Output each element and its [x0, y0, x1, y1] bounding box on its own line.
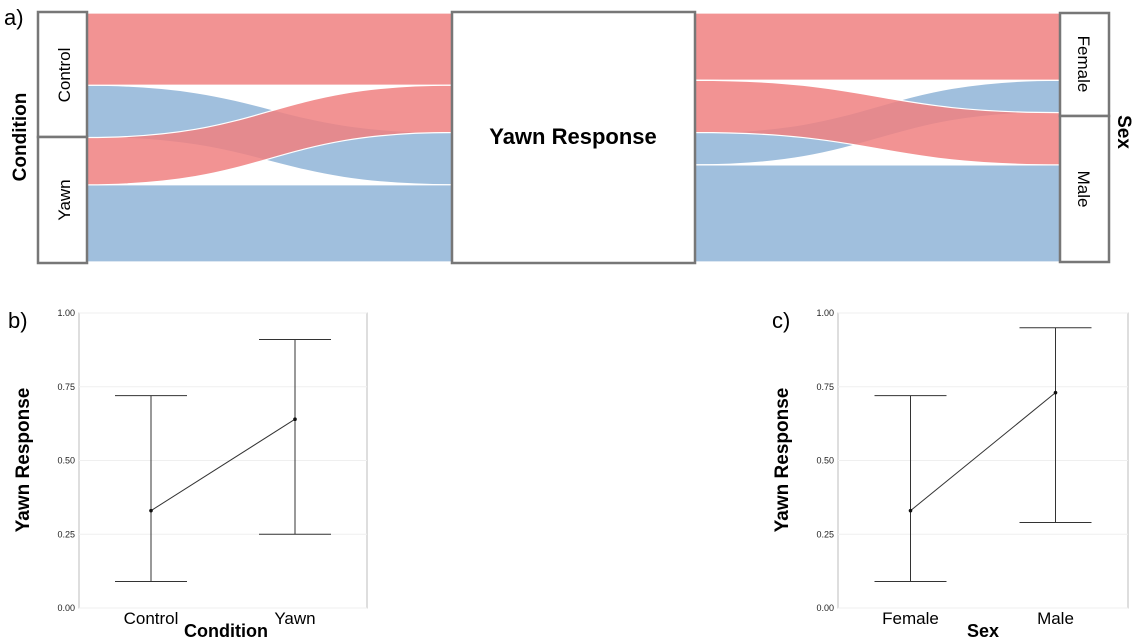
panel-b-point — [293, 417, 297, 422]
stratum-yawn-box — [36, 135, 89, 265]
panel-c-plot: 0.00 0.25 0.50 0.75 1.00 Female Male — [816, 308, 1129, 628]
flow-male-yes — [694, 164, 1061, 263]
panel-c-xtick-label: Female — [882, 609, 939, 628]
panel-b-ytick-label: 1.00 — [57, 308, 75, 318]
panel-b-ylabel: Yawn Response — [13, 388, 34, 533]
alluvial-flows — [86, 12, 1061, 263]
panel-b-xtick-label: Control — [124, 609, 179, 628]
panel-c-mean-line — [910, 392, 1056, 512]
panel-b-ytick-label: 0.75 — [57, 382, 75, 392]
panel-c-point — [908, 508, 913, 513]
center-axis-title: Yawn Response — [489, 124, 657, 149]
stratum-male-label: Male — [1074, 171, 1093, 208]
stratum-female-label: Female — [1074, 36, 1093, 93]
panel-b-point — [149, 508, 153, 513]
panel-a-label: a) — [4, 5, 24, 30]
stratum-female-box — [1058, 11, 1111, 118]
panel-c-ytick-label: 0.25 — [816, 529, 834, 539]
panel-c-label: c) — [772, 308, 790, 333]
panel-b-xtick-label: Yawn — [274, 609, 315, 628]
flow-female-no — [694, 12, 1061, 81]
panel-c-ytick-label: 0.50 — [816, 456, 834, 466]
panel-b-ytick-label: 0.00 — [57, 603, 75, 613]
flow-control-no — [86, 12, 453, 86]
panel-b-xlabel: Condition — [184, 621, 268, 640]
left-axis-title: Condition — [10, 93, 31, 182]
panel-c-point — [1053, 390, 1058, 395]
panel-c-ytick-label: 1.00 — [816, 308, 834, 318]
panel-c-ytick-label: 0.00 — [816, 603, 834, 613]
panel-c-ylabel: Yawn Response — [772, 388, 793, 533]
stratum-yawn-label: Yawn — [55, 179, 74, 220]
panel-b-ytick-label: 0.25 — [57, 529, 75, 539]
right-axis-title: Sex — [1113, 115, 1134, 149]
panel-c-xlabel: Sex — [967, 621, 999, 640]
panel-b-mean-line — [150, 418, 296, 512]
stratum-male-box — [1058, 114, 1111, 264]
flow-yawn-yes — [86, 184, 453, 263]
panel-c-ytick-label: 0.75 — [816, 382, 834, 392]
center-response-box — [450, 10, 697, 265]
panel-b-ytick-label: 0.50 — [57, 456, 75, 466]
stratum-control-label: Control — [55, 48, 74, 103]
panel-b-label: b) — [8, 308, 28, 333]
panel-c-xtick-label: Male — [1037, 609, 1074, 628]
panel-b-plot: 0.00 0.25 0.50 0.75 1.00 Control Yawn — [57, 308, 368, 628]
